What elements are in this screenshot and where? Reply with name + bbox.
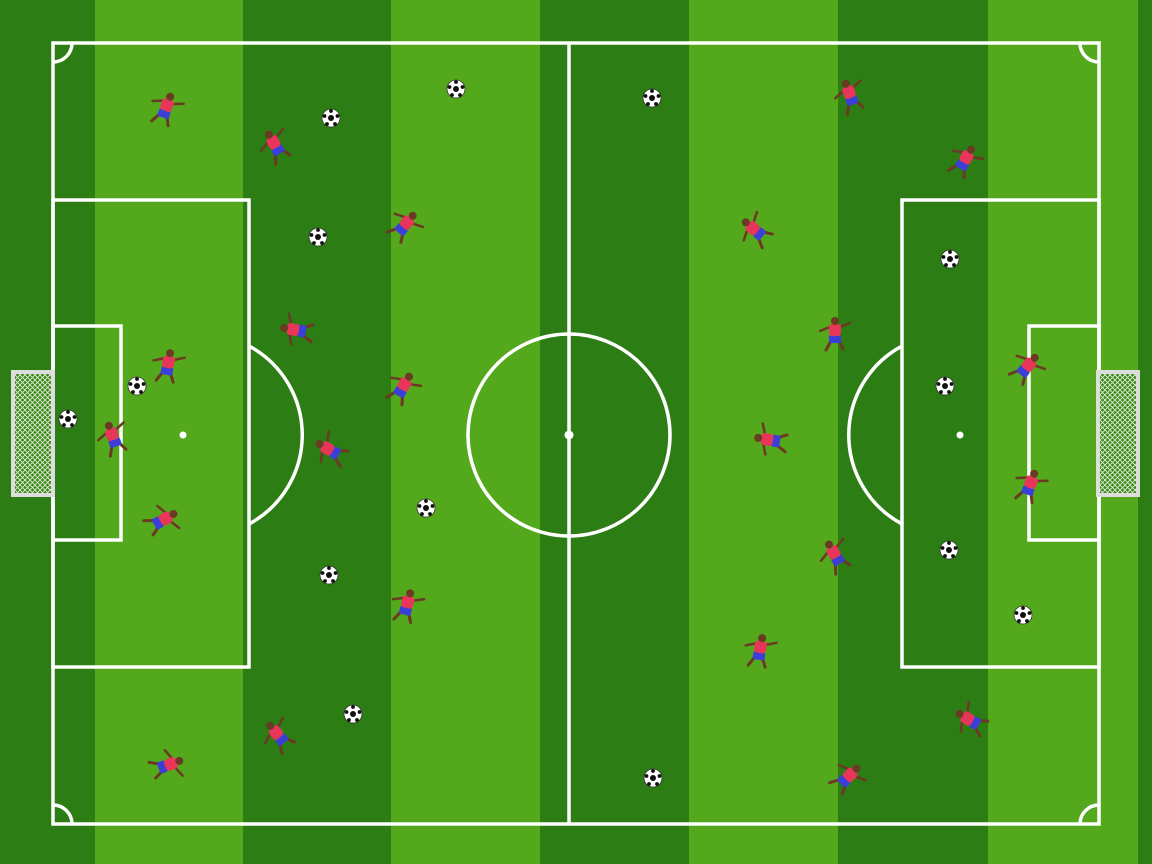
player bbox=[819, 537, 852, 576]
grass-stripe bbox=[838, 0, 988, 864]
soccer-ball-icon bbox=[343, 704, 363, 724]
left-penalty-spot bbox=[179, 431, 187, 439]
player bbox=[754, 422, 789, 456]
grass-stripe bbox=[540, 0, 689, 864]
player bbox=[147, 748, 184, 780]
soccer-ball-icon bbox=[416, 498, 436, 518]
player bbox=[744, 634, 778, 669]
right-penalty-spot bbox=[956, 431, 964, 439]
soccer-ball-icon bbox=[939, 540, 959, 560]
player bbox=[385, 372, 423, 407]
grass-stripe bbox=[1138, 0, 1152, 864]
grass-stripe bbox=[243, 0, 391, 864]
grass-stripe bbox=[391, 0, 540, 864]
player bbox=[315, 430, 350, 468]
player bbox=[741, 210, 774, 250]
left-penalty-arc bbox=[248, 344, 304, 526]
players bbox=[96, 79, 1049, 796]
player bbox=[818, 317, 852, 352]
right-penalty-arc bbox=[847, 344, 903, 526]
soccer-ball-icon bbox=[321, 108, 341, 128]
center-circle bbox=[466, 332, 672, 538]
player bbox=[152, 349, 186, 384]
right-goal bbox=[1096, 370, 1140, 497]
balls bbox=[58, 79, 1033, 788]
player bbox=[955, 700, 990, 738]
soccer-ball-icon bbox=[642, 88, 662, 108]
center-spot bbox=[564, 430, 574, 440]
player bbox=[259, 127, 292, 166]
soccer-ball-icon bbox=[127, 376, 147, 396]
player bbox=[828, 763, 867, 796]
corner-arc-bottom-right bbox=[1078, 803, 1100, 825]
player bbox=[947, 145, 985, 180]
player bbox=[142, 504, 181, 537]
left-goal bbox=[11, 370, 55, 497]
player bbox=[1007, 353, 1047, 386]
soccer-ball-icon bbox=[319, 565, 339, 585]
soccer-ball-icon bbox=[446, 79, 466, 99]
soccer-ball-icon bbox=[1013, 605, 1033, 625]
soccer-ball-icon bbox=[940, 249, 960, 269]
player bbox=[833, 79, 865, 116]
corner-arc-top-right bbox=[1078, 42, 1100, 64]
corner-arc-top-left bbox=[52, 42, 74, 64]
corner-arc-bottom-left bbox=[52, 803, 74, 825]
soccer-ball-icon bbox=[58, 409, 78, 429]
player bbox=[150, 92, 185, 128]
soccer-ball-icon bbox=[935, 376, 955, 396]
player bbox=[1014, 469, 1049, 505]
player bbox=[263, 716, 296, 756]
player bbox=[385, 211, 425, 244]
soccer-ball-icon bbox=[643, 768, 663, 788]
player bbox=[391, 589, 426, 625]
player bbox=[96, 421, 128, 458]
soccer-ball-icon bbox=[308, 227, 328, 247]
player bbox=[280, 312, 315, 346]
